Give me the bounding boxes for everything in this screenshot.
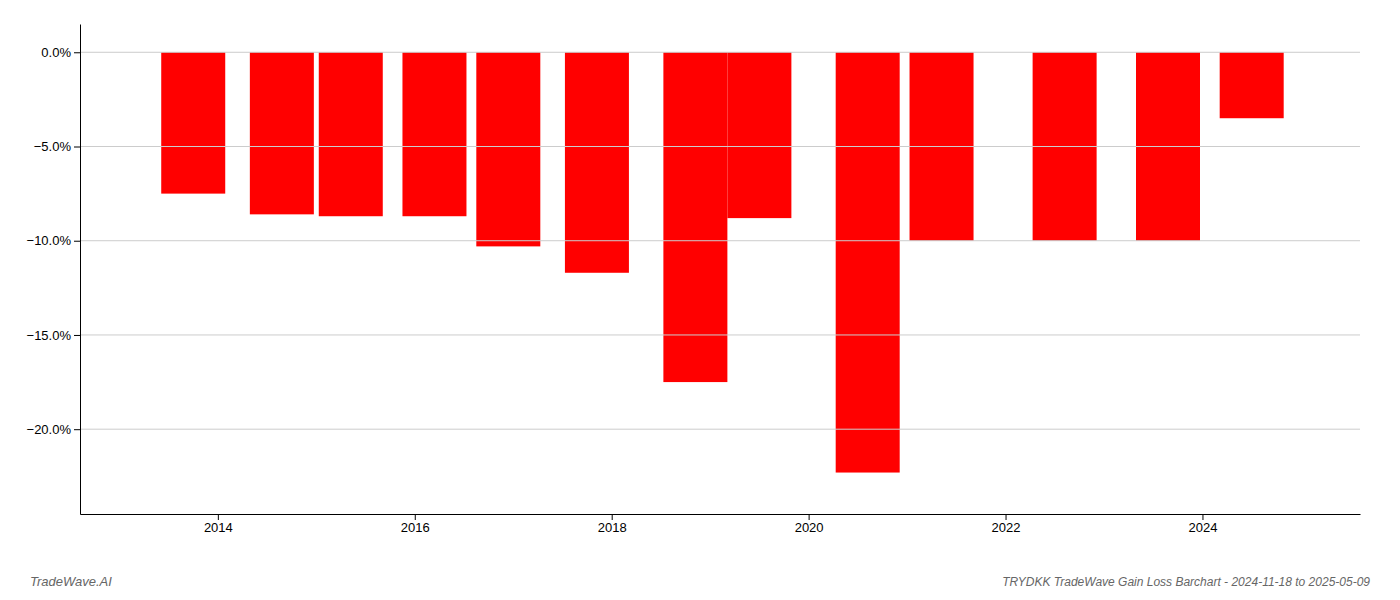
grid-line xyxy=(80,146,1360,147)
y-tick-label: 0.0% xyxy=(41,45,71,60)
bar xyxy=(250,52,314,214)
x-tick: 2014 xyxy=(204,514,233,535)
y-tick: −5.0% xyxy=(34,139,80,154)
x-tick: 2020 xyxy=(795,514,824,535)
y-tick-label: −15.0% xyxy=(27,328,72,343)
chart-container: 2014 2016 2018 2020 2022 2024 0.0% −5.0% −10.0% −… xyxy=(0,0,1400,600)
y-tick: −10.0% xyxy=(27,233,80,248)
x-tick-mark xyxy=(1006,514,1007,520)
bar xyxy=(565,52,629,273)
y-tick: −15.0% xyxy=(27,328,80,343)
bar xyxy=(402,52,466,216)
bar xyxy=(319,52,383,216)
x-axis: 2014 2016 2018 2020 2022 2024 xyxy=(81,514,1361,535)
grid-line xyxy=(80,429,1360,430)
x-tick-mark xyxy=(809,514,810,520)
x-tick-mark xyxy=(1202,514,1203,520)
x-tick: 2018 xyxy=(598,514,627,535)
y-tick-mark xyxy=(74,335,80,336)
grid xyxy=(80,52,1360,429)
bar xyxy=(476,52,540,246)
y-tick: 0.0% xyxy=(41,45,80,60)
x-tick-label: 2024 xyxy=(1189,520,1218,535)
y-tick: −20.0% xyxy=(27,422,80,437)
y-axis: 0.0% −5.0% −10.0% −15.0% −20.0% xyxy=(27,25,81,515)
y-tick-label: −20.0% xyxy=(27,422,72,437)
x-tick-label: 2020 xyxy=(795,520,824,535)
annotation: TradeWave.AI xyxy=(30,574,112,589)
y-tick-label: −10.0% xyxy=(27,233,72,248)
x-tick-mark xyxy=(218,514,219,520)
grid-line xyxy=(80,334,1360,335)
x-tick-label: 2014 xyxy=(204,520,233,535)
x-tick: 2016 xyxy=(401,514,430,535)
x-tick: 2024 xyxy=(1189,514,1218,535)
bar xyxy=(1220,52,1284,118)
y-tick-mark xyxy=(74,241,80,242)
x-tick-mark xyxy=(415,514,416,520)
grid-line xyxy=(80,52,1360,53)
x-tick-mark xyxy=(612,514,613,520)
chart-svg: 2014 2016 2018 2020 2022 2024 0.0% −5.0% −10.0% −… xyxy=(0,0,1400,600)
bar xyxy=(727,52,791,218)
y-tick-mark xyxy=(74,429,80,430)
x-tick-label: 2018 xyxy=(598,520,627,535)
bar xyxy=(663,52,727,382)
x-tick: 2022 xyxy=(992,514,1021,535)
x-tick-label: 2016 xyxy=(401,520,430,535)
x-axis-line xyxy=(81,514,1361,515)
y-axis-line xyxy=(80,25,81,515)
y-tick-mark xyxy=(74,52,80,53)
bars xyxy=(161,52,1283,472)
grid-line xyxy=(80,240,1360,241)
y-tick-label: −5.0% xyxy=(34,139,72,154)
title: TRYDKK TradeWave Gain Loss Barchart - 20… xyxy=(1002,575,1370,589)
y-tick-mark xyxy=(74,147,80,148)
bar xyxy=(836,52,900,472)
x-tick-label: 2022 xyxy=(992,520,1021,535)
bar xyxy=(161,52,225,193)
